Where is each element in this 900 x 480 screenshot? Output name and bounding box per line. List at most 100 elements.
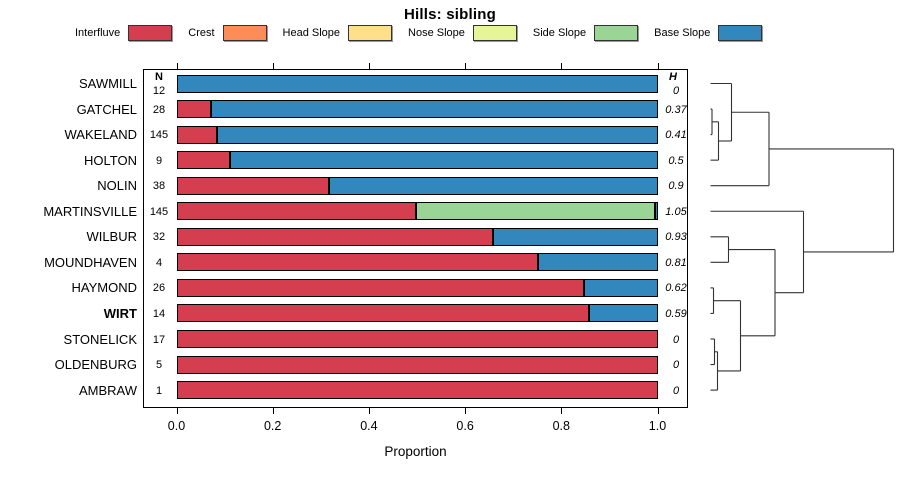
n-value: 145 [149,129,169,142]
legend-swatch-interfluve [128,24,173,41]
x-axis-title: Proportion [384,444,447,459]
n-value: 14 [152,307,166,320]
legend-label: Side Slope [532,26,587,39]
n-value: 28 [152,103,166,116]
n-value: 17 [152,333,166,346]
bar-segment-base-slope [583,278,658,297]
stacked-bar [176,355,658,374]
stacked-bar [176,227,658,246]
stacked-bar [176,100,658,119]
h-column-header: H [669,71,677,83]
legend-item: Head Slope [282,24,393,41]
h-value: 0 [672,384,680,397]
stacked-bar [176,304,658,323]
h-value: 1.05 [665,205,687,218]
h-value: 0 [672,333,680,346]
bar-segment-interfluve [176,381,658,400]
category-label: WILBUR [86,229,137,245]
bar-segment-base-slope [176,74,658,93]
n-value: 26 [152,282,166,295]
legend-swatch-head-slope [348,24,393,41]
n-value: 5 [155,359,163,372]
category-label: SAWMILL [78,76,137,91]
legend-item: Nose Slope [408,24,517,41]
n-column-header: N [155,71,163,83]
category-label: WAKELAND [64,127,137,143]
x-axis-tick [272,408,274,414]
stacked-bar [176,202,658,221]
category-label: NOLIN [97,178,137,194]
x-tick-label: 0.4 [360,419,378,433]
n-value: 38 [152,180,166,193]
x-tick-label: 0.0 [167,419,186,433]
h-value: 0.37 [665,103,687,116]
h-value: 0.81 [665,256,687,269]
x-tick-label: 0.8 [552,419,570,433]
x-tick-label: 1.0 [648,419,667,433]
stacked-bar [176,330,658,348]
category-label: MARTINSVILLE [43,203,137,219]
bar-segment-side-slope [415,202,655,221]
legend-item: Interfluve [75,24,173,41]
legend-swatch-base-slope [718,24,763,41]
category-label: MOUNDHAVEN [44,254,137,270]
x-axis-tick [465,408,467,414]
bar-segment-base-slope [654,202,658,221]
x-axis-tick [176,408,178,414]
legend-label: Base Slope [654,26,711,39]
stacked-bar [176,278,658,297]
bar-segment-base-slope [588,304,658,323]
bar-segment-base-slope [328,176,658,195]
legend-item: Crest [188,24,267,41]
h-value: 0 [672,359,680,372]
legend-swatch-side-slope [594,24,639,41]
category-label: HAYMOND [71,280,137,296]
bar-segment-interfluve [176,227,493,246]
x-axis-tick [657,408,659,414]
h-value: 0.41 [665,129,687,142]
chart-title: Hills: sibling [404,6,496,23]
category-label: WIRT [103,305,137,321]
h-value: 0 [672,84,680,97]
bar-segment-interfluve [176,253,538,272]
category-label: STONELICK [63,331,137,347]
x-tick-label: 0.2 [263,419,282,433]
h-value: 0.93 [665,231,687,244]
n-value: 9 [155,154,163,167]
bar-segment-base-slope [492,227,658,246]
legend-label: Interfluve [75,26,121,39]
h-value: 0.5 [668,154,684,167]
n-value: 4 [155,256,163,269]
bar-segment-interfluve [176,125,217,144]
legend-swatch-crest [222,24,267,41]
bar-segment-interfluve [176,278,584,297]
category-label: AMBRAW [78,382,137,398]
x-axis-tick [561,408,563,414]
bar-segment-interfluve [176,100,211,119]
legend: Interfluve Crest Head Slope Nose Slope Side … [75,24,778,41]
stacked-bar [176,125,658,144]
bar-segment-interfluve [176,304,589,323]
stacked-bar [176,381,658,400]
category-label: HOLTON [84,152,137,168]
x-axis-tick [368,408,370,414]
x-tick-label: 0.6 [456,419,474,433]
legend-item: Base Slope [654,24,763,41]
bar-segment-interfluve [176,176,329,195]
n-value: 145 [149,205,169,218]
x-axis-tick-top [368,63,370,69]
bar-segment-base-slope [229,151,658,170]
legend-label: Head Slope [282,26,341,39]
h-value: 0.9 [668,180,684,193]
h-value: 0.59 [665,307,687,320]
stacked-bar [176,151,658,170]
x-axis-tick-top [176,63,178,69]
n-value: 12 [152,84,166,97]
h-value: 0.62 [665,282,687,295]
bar-segment-interfluve [176,202,416,221]
bar-segment-interfluve [176,330,658,348]
category-label: OLDENBURG [54,357,137,373]
x-axis-tick-top [561,63,563,69]
stacked-bar [176,74,658,93]
